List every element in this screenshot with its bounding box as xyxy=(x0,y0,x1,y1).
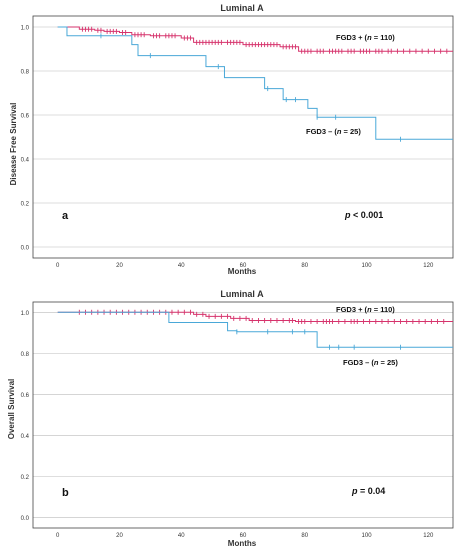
plot-frame xyxy=(32,15,454,259)
x-tick-label: 20 xyxy=(116,263,123,269)
chart-panel-b: Luminal A 0.0 0.2 0.4 0.6 0.8 1.0 0 20 40 60 80 10… xyxy=(7,289,454,548)
legend-label-fgd3-neg: FGD3 – (n = 25) xyxy=(306,127,361,136)
survival-step-line xyxy=(57,311,453,348)
y-axis-label: Disease Free Survival xyxy=(9,103,18,186)
y-tick-label: 0.0 xyxy=(21,516,30,522)
y-tick-label: 0.2 xyxy=(21,475,30,481)
survival-step-line xyxy=(57,26,453,140)
series-fgd3-neg xyxy=(57,26,453,142)
survival-curves xyxy=(57,309,453,350)
y-tick-label: 1.0 xyxy=(21,311,30,317)
grid-lines xyxy=(33,311,453,519)
chart-panel-a: Luminal A 0.0 0.2 0.4 0.6 0.8 1.0 0 20 40 60 80 10… xyxy=(9,3,454,276)
x-tick-label: 120 xyxy=(423,263,434,269)
x-tick-label: 80 xyxy=(301,263,308,269)
x-tick-labels: 0 20 40 60 80 100 120 xyxy=(56,263,434,269)
x-tick-label: 40 xyxy=(178,263,185,269)
x-tick-label: 120 xyxy=(423,533,434,539)
y-axis-label: Overall Survival xyxy=(7,379,16,439)
y-tick-label: 0.8 xyxy=(21,70,30,76)
chart-title: Luminal A xyxy=(220,289,264,299)
x-tick-label: 20 xyxy=(116,533,123,539)
survival-step-line xyxy=(57,26,453,52)
x-tick-label: 0 xyxy=(56,533,60,539)
x-tick-label: 40 xyxy=(178,533,185,539)
legend-label-fgd3-pos: FGD3 + (n = 110) xyxy=(336,305,395,314)
x-tick-labels: 0 20 40 60 80 100 120 xyxy=(56,533,434,539)
x-axis-label: Months xyxy=(228,539,257,548)
grid-lines xyxy=(33,26,453,248)
x-tick-label: 100 xyxy=(362,533,373,539)
y-tick-label: 0.6 xyxy=(21,393,30,399)
chart-title: Luminal A xyxy=(220,3,264,13)
y-tick-label: 0.4 xyxy=(21,434,30,440)
x-tick-label: 100 xyxy=(362,263,373,269)
y-tick-label: 1.0 xyxy=(21,26,30,32)
p-value-annotation: p = 0.04 xyxy=(351,486,385,496)
y-tick-label: 0.8 xyxy=(21,352,30,358)
survival-curves xyxy=(57,26,453,142)
series-fgd3-neg xyxy=(57,311,453,350)
panel-label: a xyxy=(62,210,69,222)
x-axis-label: Months xyxy=(228,267,257,276)
y-tick-label: 0.0 xyxy=(21,246,30,252)
legend-label-fgd3-pos: FGD3 + (n = 110) xyxy=(336,33,395,42)
y-tick-labels: 0.0 0.2 0.4 0.6 0.8 1.0 xyxy=(21,311,30,522)
x-tick-label: 60 xyxy=(240,263,247,269)
p-value-annotation: p < 0.001 xyxy=(344,210,383,220)
y-tick-label: 0.4 xyxy=(21,158,30,164)
plot-frame xyxy=(32,301,454,529)
x-tick-label: 0 xyxy=(56,263,60,269)
y-tick-label: 0.6 xyxy=(21,114,30,120)
panel-label: b xyxy=(62,487,69,499)
legend-label-fgd3-neg: FGD3 – (n = 25) xyxy=(343,358,398,367)
y-tick-label: 0.2 xyxy=(21,202,30,208)
x-tick-label: 60 xyxy=(240,533,247,539)
series-fgd3-pos xyxy=(57,26,453,54)
survival-step-line xyxy=(57,311,453,323)
y-tick-labels: 0.0 0.2 0.4 0.6 0.8 1.0 xyxy=(21,26,30,252)
x-tick-label: 80 xyxy=(301,533,308,539)
